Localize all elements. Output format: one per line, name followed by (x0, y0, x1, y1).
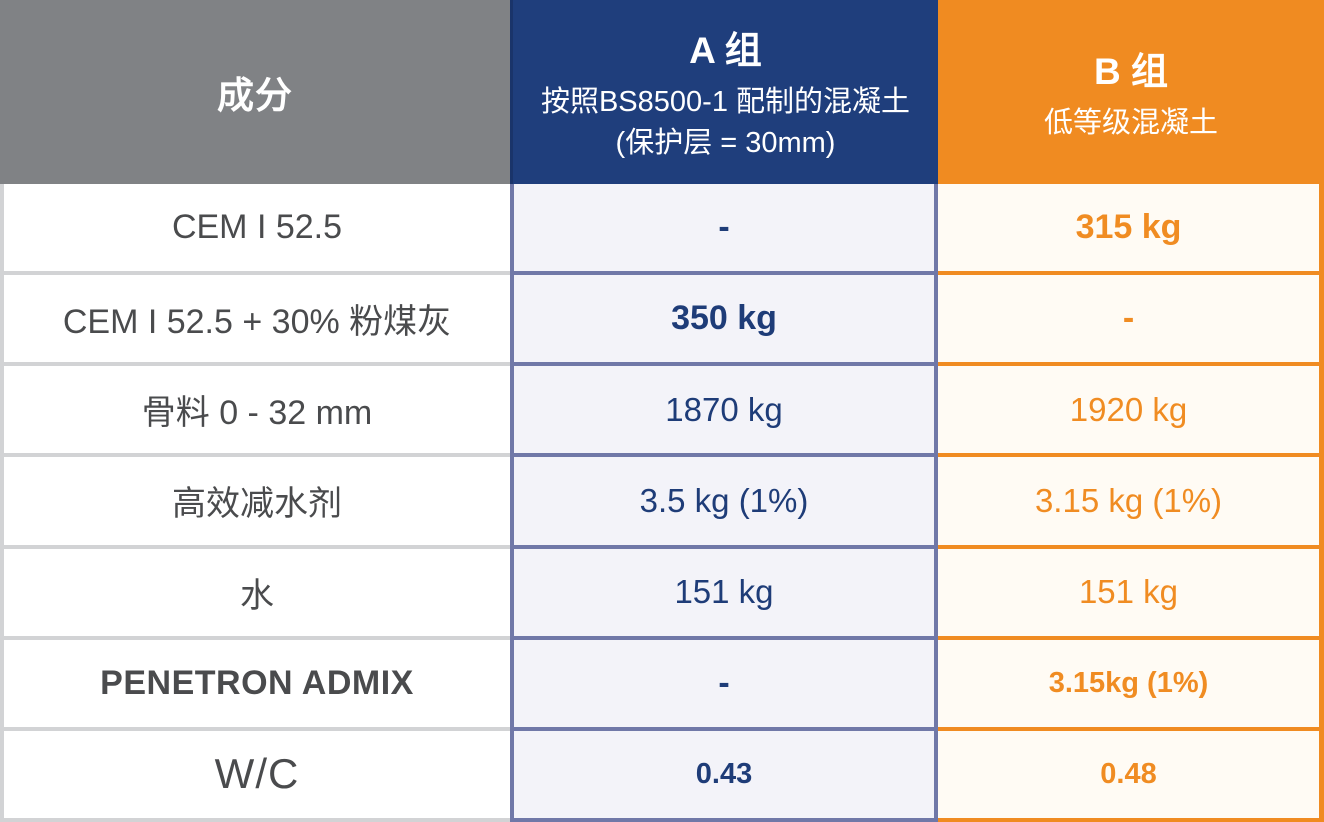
value-a: - (718, 208, 730, 247)
value-b: 151 kg (1078, 573, 1179, 611)
row-water-ingredient: 水 (0, 548, 510, 640)
value-b: 0.48 (1100, 757, 1157, 790)
ingredient-label: CEM I 52.5 (171, 208, 343, 247)
row-wc-value-b: 0.48 (938, 730, 1324, 822)
row-cem52-ingredient: CEM I 52.5 (0, 184, 510, 276)
row-aggregate-value-a: 1870 kg (510, 366, 938, 458)
row-cem-flyash-value-a: 350 kg (510, 275, 938, 367)
ingredient-label: PENETRON ADMIX (100, 663, 414, 702)
row-cem52-value-b: 315 kg (938, 184, 1324, 276)
value-a: 151 kg (674, 573, 774, 611)
group-b-title: B 组 (1094, 50, 1168, 92)
group-a-subtitle: 按照BS8500-1 配制的混凝土(保护层 = 30mm) (540, 86, 911, 159)
ingredient-label: 水 (240, 576, 274, 615)
ingredient-label: 高效减水剂 (172, 485, 342, 524)
value-a: 3.5 kg (1%) (639, 481, 809, 519)
header-group-a: A 组 按照BS8500-1 配制的混凝土(保护层 = 30mm) (510, 0, 938, 184)
row-superplasticizer-value-b: 3.15 kg (1%) (938, 457, 1324, 549)
row-water-value-a: 151 kg (510, 548, 938, 640)
row-water-value-b: 151 kg (938, 548, 1324, 640)
value-a: 0.43 (695, 757, 753, 790)
row-cem-flyash-value-b: - (938, 275, 1324, 367)
row-wc-ingredient: W/C (0, 730, 510, 822)
value-b: 315 kg (1075, 208, 1182, 247)
row-cem52-value-a: - (510, 184, 938, 276)
row-penetron-value-a: - (510, 639, 938, 731)
value-a: - (718, 663, 730, 702)
value-b: - (1122, 299, 1135, 338)
row-aggregate-ingredient: 骨料 0 - 32 mm (0, 366, 510, 458)
row-superplasticizer-value-a: 3.5 kg (1%) (510, 457, 938, 549)
header-ingredient-label: 成分 (217, 75, 293, 116)
row-penetron-ingredient: PENETRON ADMIX (0, 639, 510, 731)
group-b-subtitle: 低等级混凝土 (1043, 106, 1218, 139)
header-ingredient: 成分 (0, 0, 510, 184)
value-b: 3.15 kg (1%) (1034, 481, 1223, 519)
value-a: 1870 kg (665, 390, 783, 428)
row-aggregate-value-b: 1920 kg (938, 366, 1324, 458)
value-a: 350 kg (671, 299, 777, 338)
header-group-b: B 组 低等级混凝土 (938, 0, 1324, 184)
ingredient-label: W/C (214, 750, 300, 798)
value-b: 1920 kg (1069, 390, 1188, 428)
value-b: 3.15kg (1%) (1048, 666, 1209, 699)
row-penetron-value-b: 3.15kg (1%) (938, 639, 1324, 731)
ingredient-label: CEM I 52.5 + 30% 粉煤灰 (62, 303, 452, 342)
ingredient-label: 骨料 0 - 32 mm (141, 394, 373, 433)
group-a-title: A 组 (689, 30, 762, 72)
row-wc-value-a: 0.43 (510, 730, 938, 822)
row-superplasticizer-ingredient: 高效减水剂 (0, 457, 510, 549)
row-cem-flyash-ingredient: CEM I 52.5 + 30% 粉煤灰 (0, 275, 510, 367)
